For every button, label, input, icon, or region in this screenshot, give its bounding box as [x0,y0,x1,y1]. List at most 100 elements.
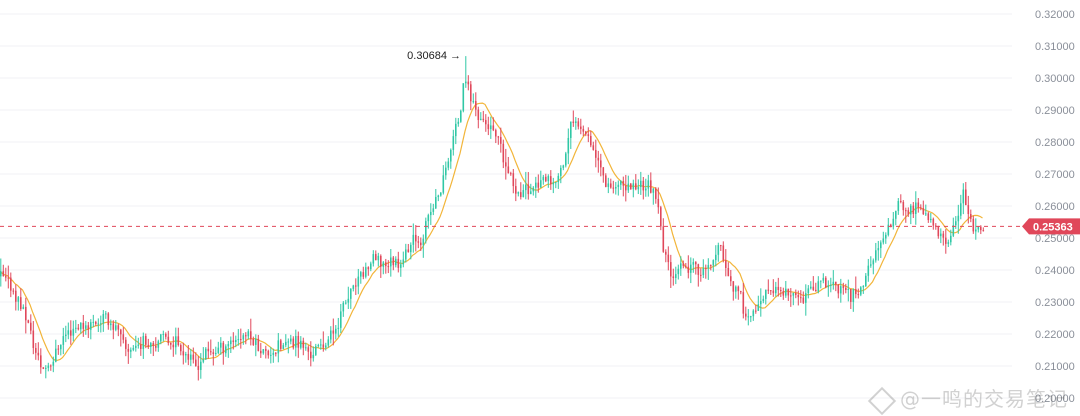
candle-body [440,192,442,196]
candle-body [487,124,490,130]
y-tick-label: 0.23000 [1035,297,1075,309]
candle-body [457,121,460,124]
candle-body [372,254,375,264]
candle-body [532,187,535,192]
candle-body [262,349,265,354]
candle-body [237,339,240,341]
candle-body [30,322,32,331]
candle-body [650,180,652,193]
candle-body [880,242,882,249]
candle-body [260,350,262,354]
candle-body [697,264,700,275]
candle-body [152,343,155,346]
candle-body [490,125,492,130]
candle-body [102,313,105,324]
candle-body [867,265,870,276]
candle-body [565,153,567,166]
candle-body [130,349,132,352]
candle-body [707,265,710,269]
candle-body [655,188,657,199]
candle-body [82,322,85,329]
candle-body [710,265,712,267]
candle-body [107,313,110,326]
candle-body [7,277,10,279]
candle-body [335,328,337,334]
candle-body [582,128,585,132]
candle-body [472,101,475,103]
candle-body [460,110,462,122]
candle-body [705,268,707,270]
candle-body [12,290,15,292]
candle-body [312,354,315,359]
candle-body [677,268,680,275]
candle-body [290,338,292,342]
candle-body [392,257,395,266]
candle-body [252,338,255,345]
candle-body [925,213,927,215]
candle-body [497,136,500,138]
candle-body [5,276,7,278]
candle-body [832,281,835,285]
candle-body [760,301,762,305]
candle-body [395,258,397,266]
candle-body [337,327,340,329]
candle-body [100,323,102,325]
candle-body [815,289,817,292]
candle-body [972,218,975,232]
candle-body [652,188,655,193]
candle-body [467,81,470,85]
candle-body [195,359,197,367]
candle-body [755,310,757,312]
candle-body [747,316,750,318]
candle-body [235,340,237,343]
candle-body [797,294,800,298]
candle-body [145,336,147,345]
candle-body [940,233,942,237]
candle-body [85,325,87,329]
candle-body [592,145,595,150]
candle-body [167,336,170,343]
candle-body [612,187,615,189]
candle-body [97,323,100,325]
candle-body [10,277,12,291]
candle-body [445,167,447,176]
candle-body [845,287,847,290]
y-axis: 0.32000 0.31000 0.30000 0.29000 0.28000 0.270… [1035,9,1075,405]
candle-body [227,344,230,347]
candle-body [840,286,842,294]
candle-body [515,186,517,194]
candle-body [50,365,52,367]
candle-body [610,183,612,188]
candle-body [247,331,250,337]
candle-body [67,330,70,335]
candle-body [427,215,430,222]
candle-body [222,342,225,354]
candle-body [342,302,345,312]
candle-body [897,201,900,211]
candle-body [135,345,137,348]
candle-body [57,348,60,350]
candle-body [580,126,582,129]
candle-body [280,340,282,349]
candle-body [157,341,160,348]
candle-body [520,192,522,198]
y-tick-label: 0.21000 [1035,361,1075,373]
candle-body [917,202,920,208]
candle-body [975,229,977,232]
candle-body [567,137,570,154]
candle-body [125,339,127,349]
candle-body [935,225,937,227]
candle-body [410,244,412,253]
candle-body [65,334,67,337]
candle-body [405,249,407,260]
candle-body [750,316,752,318]
candle-body [782,291,785,296]
candle-body [112,323,115,330]
candle-body [562,165,565,168]
candle-body [757,304,760,311]
candle-body [785,288,787,296]
y-tick-label: 0.28000 [1035,137,1075,149]
candle-body [775,286,777,294]
peak-annotation: 0.30684 → [407,50,461,62]
